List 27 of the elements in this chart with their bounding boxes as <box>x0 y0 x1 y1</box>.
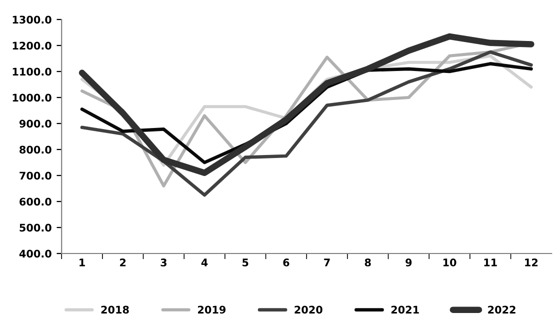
legend-label: 2022 <box>488 306 516 314</box>
y-tick-label: 900.0 <box>19 120 52 128</box>
legend-label: 2020 <box>294 306 322 314</box>
x-tick-label: 8 <box>364 258 371 266</box>
y-tick-label: 500.0 <box>20 224 52 232</box>
x-tick-label: 9 <box>406 258 412 266</box>
y-tick-label: 1300.0 <box>12 16 52 24</box>
y-tick-label: 600.0 <box>20 198 52 206</box>
x-tick-label: 3 <box>160 258 166 266</box>
y-tick-label: 800.0 <box>20 146 52 154</box>
x-tick-label: 6 <box>283 258 290 266</box>
x-tick-label: 12 <box>525 258 538 266</box>
x-tick-label: 7 <box>324 258 330 266</box>
x-tick-label: 1 <box>80 258 85 266</box>
x-tick-label: 4 <box>201 258 208 266</box>
legend-label: 2019 <box>198 306 226 314</box>
y-tick-label: 1000.0 <box>12 94 52 102</box>
y-tick-label: 1100.0 <box>12 68 52 76</box>
x-tick-label: 5 <box>242 258 248 266</box>
y-tick-label: 400.0 <box>19 250 52 258</box>
x-tick-label: 2 <box>120 258 126 266</box>
y-tick-label: 1200.0 <box>12 42 52 50</box>
x-tick-label: 11 <box>484 258 497 266</box>
x-tick-label: 10 <box>443 258 456 266</box>
legend-label: 2018 <box>101 306 129 314</box>
y-tick-label: 700.0 <box>20 172 52 180</box>
legend-label: 2021 <box>391 306 419 314</box>
